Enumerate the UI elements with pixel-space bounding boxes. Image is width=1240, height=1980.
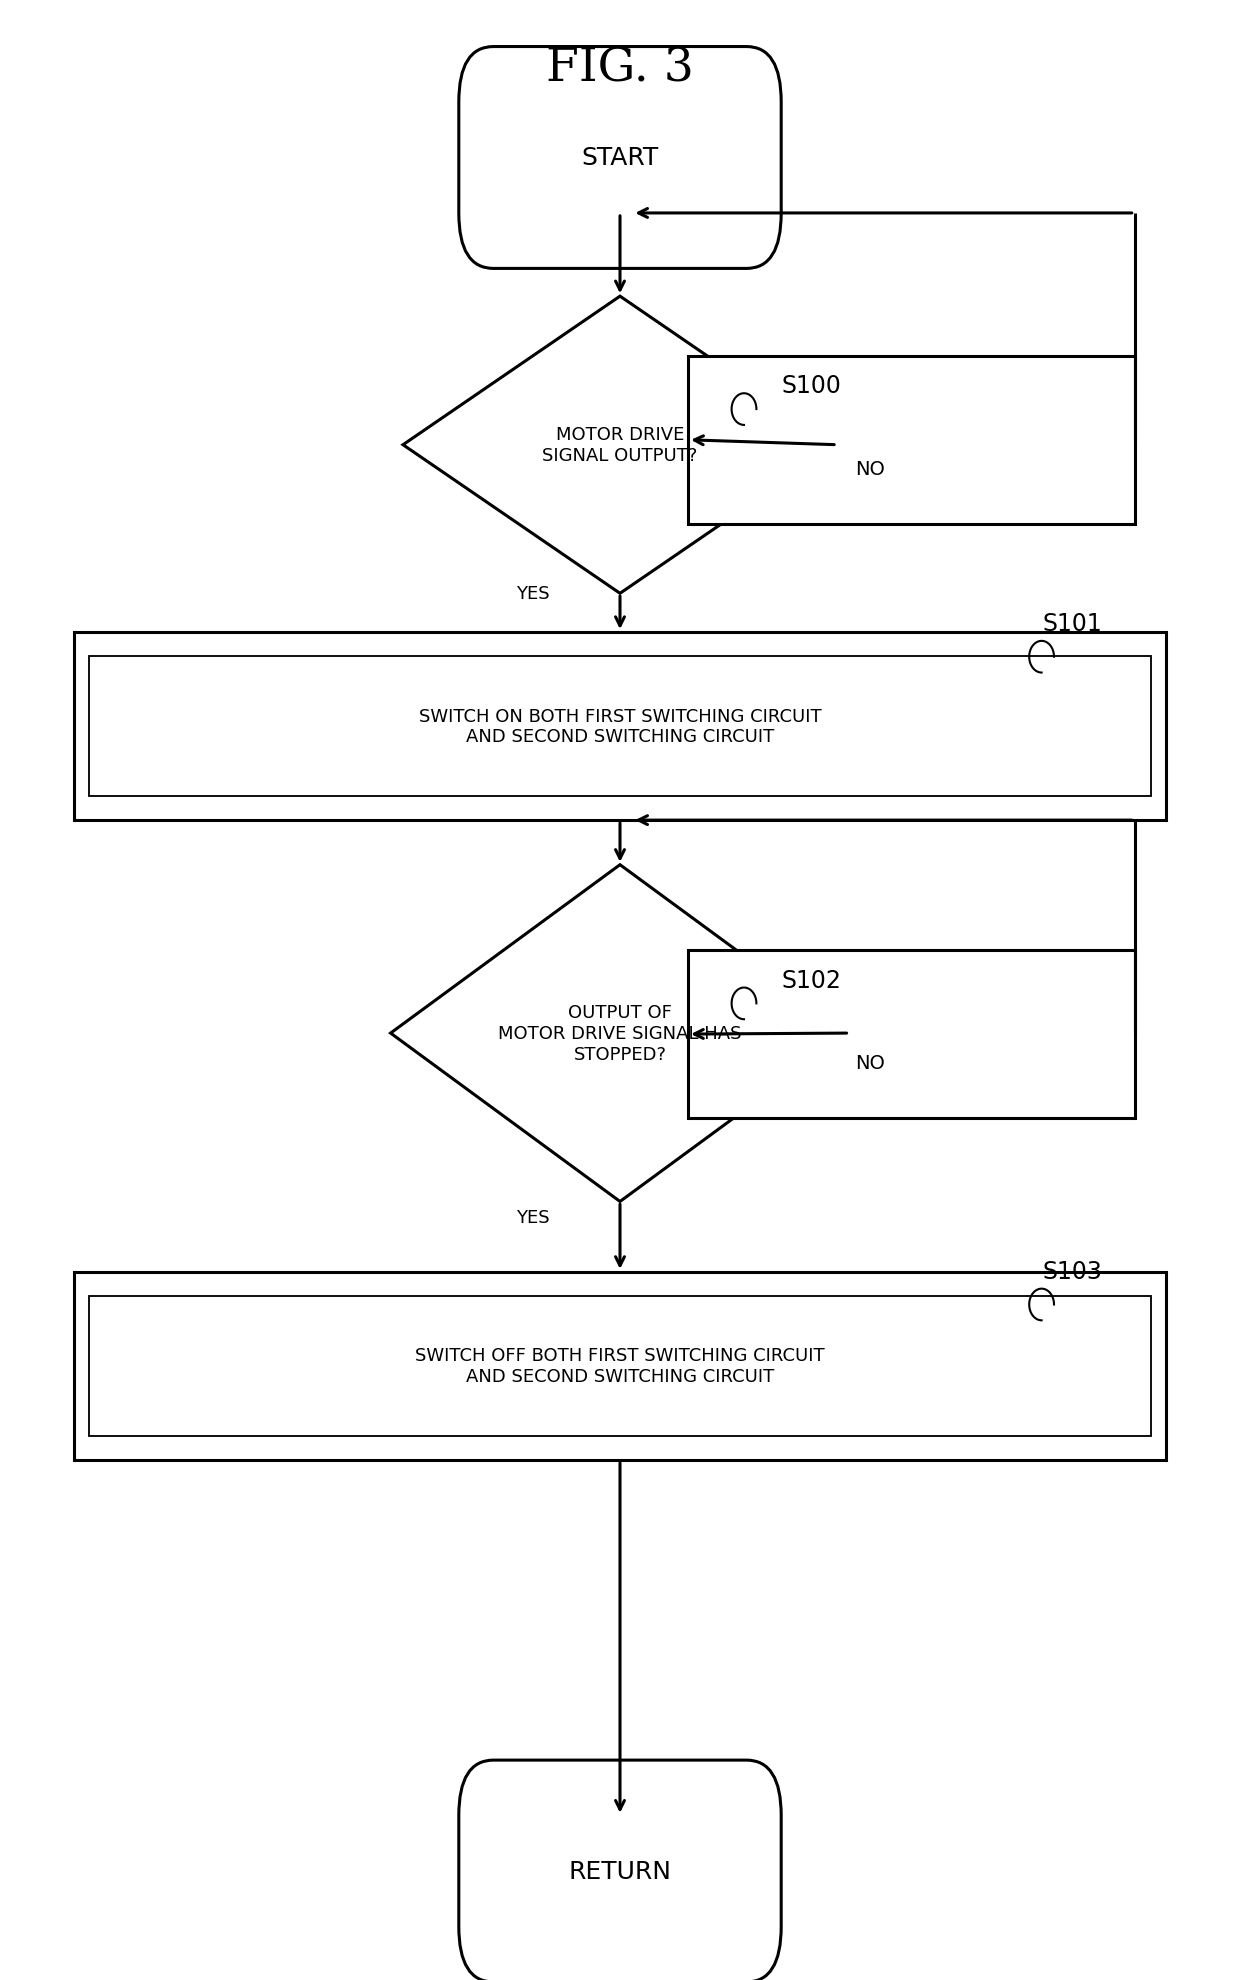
FancyBboxPatch shape: [459, 48, 781, 269]
Text: YES: YES: [516, 1208, 551, 1226]
Text: START: START: [582, 147, 658, 170]
Text: S100: S100: [781, 374, 841, 398]
Text: OUTPUT OF
MOTOR DRIVE SIGNAL HAS
STOPPED?: OUTPUT OF MOTOR DRIVE SIGNAL HAS STOPPED…: [498, 1004, 742, 1063]
Text: S103: S103: [1043, 1259, 1102, 1283]
Bar: [688, 950, 1135, 1119]
Bar: [89, 655, 1151, 796]
Text: NO: NO: [856, 459, 885, 479]
Bar: [74, 1271, 1166, 1461]
Text: YES: YES: [516, 584, 551, 602]
Text: NO: NO: [856, 1053, 885, 1073]
FancyBboxPatch shape: [459, 1760, 781, 1980]
Text: S102: S102: [781, 968, 841, 992]
Text: SWITCH OFF BOTH FIRST SWITCHING CIRCUIT
AND SECOND SWITCHING CIRCUIT: SWITCH OFF BOTH FIRST SWITCHING CIRCUIT …: [415, 1346, 825, 1386]
Text: FIG. 3: FIG. 3: [546, 48, 694, 91]
Text: RETURN: RETURN: [568, 1859, 672, 1883]
Polygon shape: [403, 297, 837, 594]
Bar: [74, 634, 1166, 820]
Polygon shape: [391, 865, 849, 1202]
Text: SWITCH ON BOTH FIRST SWITCHING CIRCUIT
AND SECOND SWITCHING CIRCUIT: SWITCH ON BOTH FIRST SWITCHING CIRCUIT A…: [419, 707, 821, 746]
Text: S101: S101: [1043, 612, 1102, 636]
Text: MOTOR DRIVE
SIGNAL OUTPUT?: MOTOR DRIVE SIGNAL OUTPUT?: [542, 426, 698, 465]
Bar: [89, 1295, 1151, 1437]
Bar: [688, 356, 1135, 525]
